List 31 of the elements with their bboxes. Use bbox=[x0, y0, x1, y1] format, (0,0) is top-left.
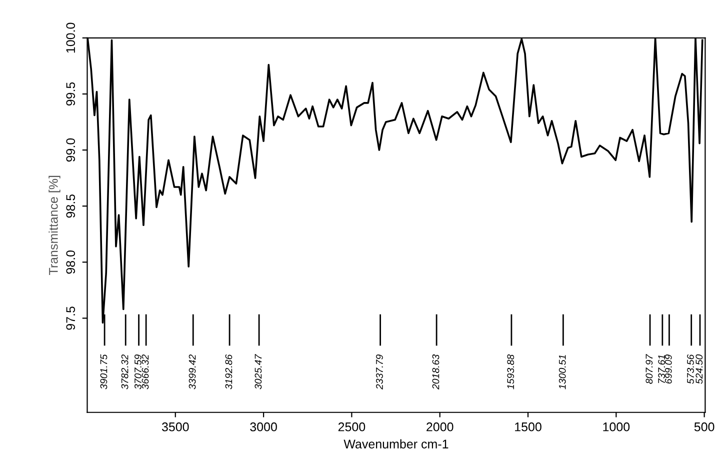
x-tick-label: 2000 bbox=[426, 422, 454, 432]
annotation: 573.56 bbox=[687, 354, 694, 384]
annotation: 699.09 bbox=[664, 354, 672, 384]
annotation: 737.61 bbox=[658, 355, 666, 384]
annotation: 3192.86 bbox=[225, 354, 232, 390]
annotation: 1300.51 bbox=[558, 355, 566, 390]
y-tick-label: 100.0 bbox=[66, 22, 76, 53]
y-tick-label: 98.0 bbox=[66, 250, 76, 274]
annotation: 3901.75 bbox=[100, 354, 108, 390]
annotation: 807.97 bbox=[646, 354, 653, 384]
y-tick-label: 99.0 bbox=[66, 138, 76, 162]
x-tick-label: 1000 bbox=[603, 422, 630, 432]
annotation: 524.50 bbox=[696, 354, 703, 384]
annotation: 3399.42 bbox=[188, 354, 196, 390]
y-tick-label: 97.5 bbox=[66, 306, 76, 330]
x-axis-title: Wavenumber cm-1 bbox=[344, 439, 448, 448]
annotation: 3025.47 bbox=[254, 354, 262, 390]
y-axis-title: Transmittance [%] bbox=[48, 176, 60, 275]
y-tick-label: 99.5 bbox=[66, 82, 76, 106]
x-tick-label: 500 bbox=[694, 422, 714, 432]
x-tick-label: 3500 bbox=[162, 422, 189, 432]
x-tick-label: 3000 bbox=[250, 422, 277, 432]
x-tick-label: 1500 bbox=[515, 422, 542, 432]
x-tick-label: 2500 bbox=[338, 422, 366, 432]
y-tick-label: 98.5 bbox=[66, 194, 76, 218]
annotation: 2337.79 bbox=[376, 354, 383, 390]
annotation: 2018.63 bbox=[432, 354, 440, 390]
annotation: 3707.59 bbox=[134, 354, 142, 390]
annotation: 3782.32 bbox=[121, 354, 128, 390]
annotation: 3666.32 bbox=[142, 354, 149, 390]
annotation: 1593.88 bbox=[507, 354, 514, 390]
